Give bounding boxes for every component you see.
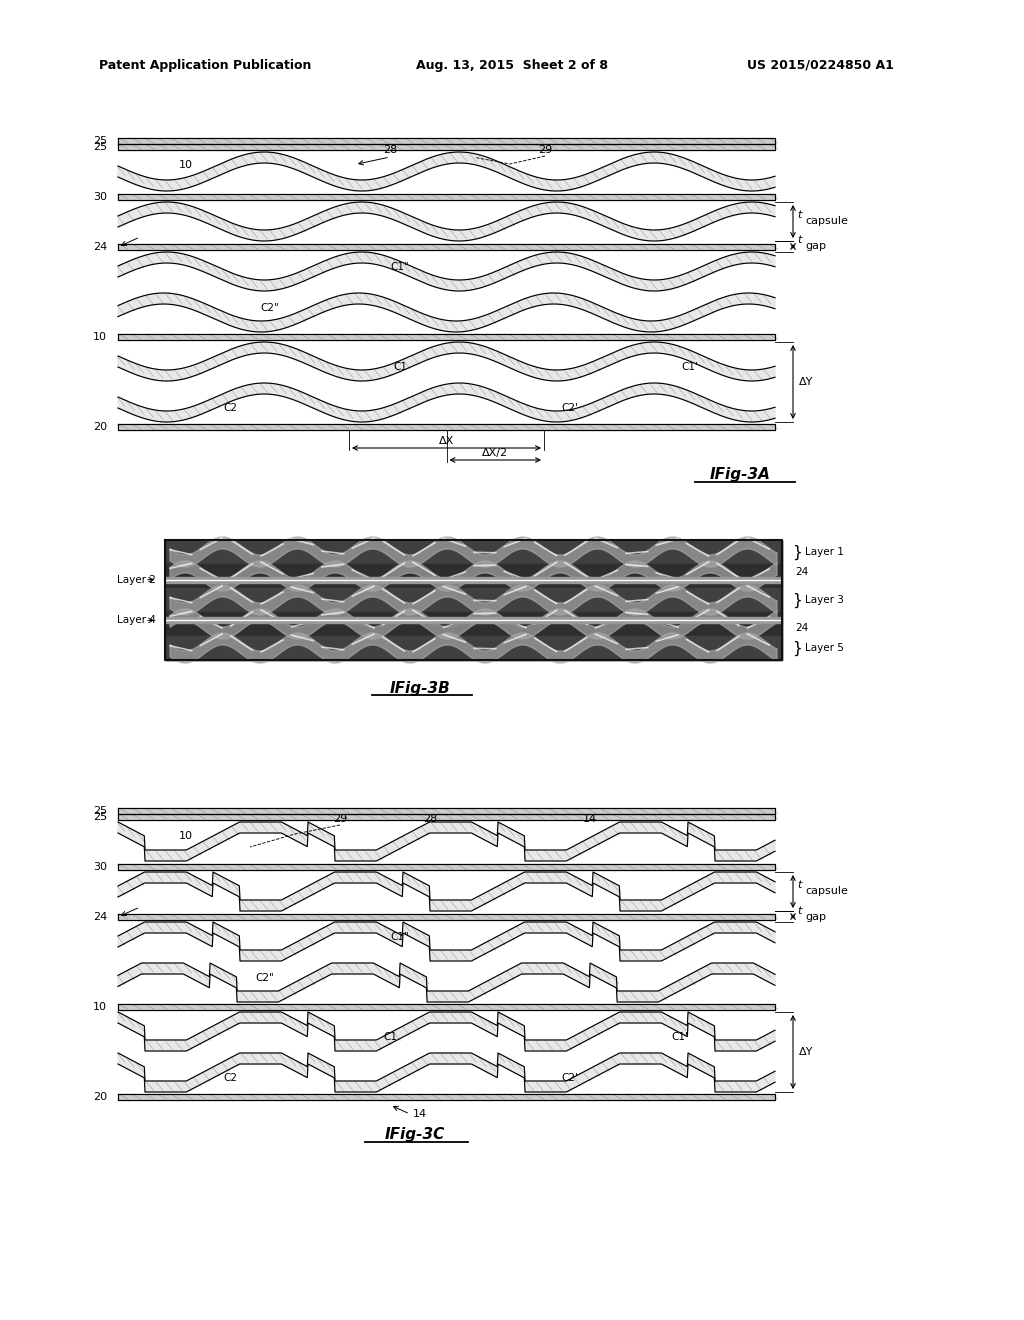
Text: 28: 28 <box>423 814 437 824</box>
Text: C1: C1 <box>393 362 407 372</box>
Text: C2': C2' <box>561 1073 579 1084</box>
Polygon shape <box>118 808 775 814</box>
Polygon shape <box>118 822 775 861</box>
Text: ΔX/2: ΔX/2 <box>482 447 508 458</box>
Text: 20: 20 <box>93 422 106 432</box>
Polygon shape <box>165 612 782 636</box>
Polygon shape <box>118 342 775 381</box>
Text: ΔY: ΔY <box>799 1047 813 1057</box>
Polygon shape <box>118 964 775 1002</box>
Polygon shape <box>118 1094 775 1100</box>
Polygon shape <box>165 564 782 587</box>
Polygon shape <box>118 139 775 144</box>
Text: IFig-3C: IFig-3C <box>385 1127 445 1143</box>
Text: 30: 30 <box>93 191 106 202</box>
Polygon shape <box>170 537 777 568</box>
Polygon shape <box>118 873 775 911</box>
Text: C1': C1' <box>672 1032 688 1041</box>
Text: Layer 3: Layer 3 <box>805 595 844 605</box>
Text: Layer 2: Layer 2 <box>117 574 156 585</box>
Polygon shape <box>118 913 775 920</box>
Text: 29: 29 <box>333 814 347 824</box>
Polygon shape <box>170 585 777 615</box>
Text: 25: 25 <box>93 136 106 147</box>
Text: 10: 10 <box>93 1002 106 1012</box>
Text: 24: 24 <box>795 623 808 632</box>
Text: 25: 25 <box>93 807 106 816</box>
Text: 10: 10 <box>179 830 193 841</box>
Text: 24: 24 <box>93 912 106 921</box>
Polygon shape <box>118 1012 775 1051</box>
Text: Layer 4: Layer 4 <box>117 615 156 626</box>
Polygon shape <box>165 577 782 582</box>
Polygon shape <box>170 634 777 663</box>
Polygon shape <box>118 252 775 290</box>
Text: 10: 10 <box>93 333 106 342</box>
Text: 24: 24 <box>795 568 808 577</box>
Text: 30: 30 <box>93 862 106 873</box>
Polygon shape <box>118 194 775 201</box>
Text: IFig-3B: IFig-3B <box>389 681 451 696</box>
Text: t: t <box>797 210 802 220</box>
Polygon shape <box>118 865 775 870</box>
Text: gap: gap <box>805 242 826 252</box>
Polygon shape <box>118 1005 775 1010</box>
Text: }: } <box>792 640 802 656</box>
Polygon shape <box>118 144 775 150</box>
Text: capsule: capsule <box>805 887 848 896</box>
Polygon shape <box>170 609 777 639</box>
Polygon shape <box>165 636 782 660</box>
Text: Layer 5: Layer 5 <box>805 643 844 653</box>
Text: 20: 20 <box>93 1092 106 1102</box>
Text: C1": C1" <box>390 263 410 272</box>
Text: 25: 25 <box>93 143 106 152</box>
Text: gap: gap <box>805 912 826 921</box>
Text: C1": C1" <box>390 932 410 942</box>
Polygon shape <box>118 152 775 191</box>
Polygon shape <box>118 1053 775 1092</box>
Polygon shape <box>165 540 782 660</box>
Polygon shape <box>118 293 775 333</box>
Text: t: t <box>797 906 802 916</box>
Text: IFig-3A: IFig-3A <box>710 467 770 483</box>
Polygon shape <box>118 383 775 422</box>
Text: C2': C2' <box>561 403 579 413</box>
Text: C2": C2" <box>256 973 274 983</box>
Polygon shape <box>118 921 775 961</box>
Text: capsule: capsule <box>805 216 848 227</box>
Polygon shape <box>165 587 782 612</box>
Text: 28: 28 <box>383 145 397 154</box>
Text: 25: 25 <box>93 812 106 822</box>
Polygon shape <box>118 814 775 820</box>
Text: C2: C2 <box>223 403 237 413</box>
Polygon shape <box>118 334 775 341</box>
Text: Patent Application Publication: Patent Application Publication <box>98 58 311 71</box>
Polygon shape <box>165 540 782 564</box>
Text: C2": C2" <box>261 304 280 313</box>
Text: ΔY: ΔY <box>799 378 813 387</box>
Polygon shape <box>165 618 782 623</box>
Text: Aug. 13, 2015  Sheet 2 of 8: Aug. 13, 2015 Sheet 2 of 8 <box>416 58 608 71</box>
Text: 10: 10 <box>179 160 193 169</box>
Text: Layer 1: Layer 1 <box>805 546 844 557</box>
Text: 24: 24 <box>93 242 106 252</box>
Text: C2: C2 <box>223 1073 237 1084</box>
Text: 29: 29 <box>538 145 552 154</box>
Text: 14: 14 <box>413 1109 427 1119</box>
Text: }: } <box>792 544 802 560</box>
Polygon shape <box>118 244 775 249</box>
Text: t: t <box>797 235 802 246</box>
Text: t: t <box>797 880 802 891</box>
Text: }: } <box>792 593 802 607</box>
Text: C1': C1' <box>682 362 698 372</box>
Polygon shape <box>118 424 775 430</box>
Text: C1: C1 <box>383 1032 397 1041</box>
Text: US 2015/0224850 A1: US 2015/0224850 A1 <box>746 58 893 71</box>
Polygon shape <box>170 561 777 591</box>
Text: ΔX: ΔX <box>439 436 454 446</box>
Text: 14: 14 <box>583 814 597 824</box>
Polygon shape <box>118 202 775 242</box>
